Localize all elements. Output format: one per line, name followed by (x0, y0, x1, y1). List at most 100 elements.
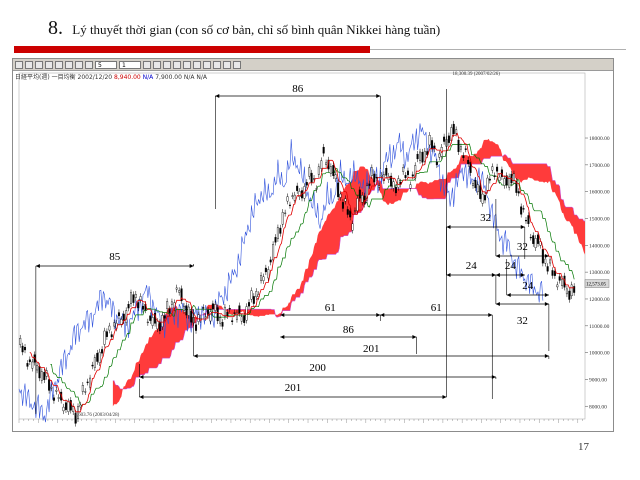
chart-toolbar: 5 1 (13, 59, 613, 71)
arrow-head-right (189, 264, 194, 268)
toolbar-button-6[interactable] (65, 60, 73, 69)
y-tick-label: 17000.00 (589, 163, 610, 169)
candle-body (180, 288, 183, 302)
candle-body (64, 402, 67, 410)
y-tick-label: 9000.00 (589, 377, 607, 383)
toolbar-button-15[interactable] (203, 60, 211, 69)
candle-body (163, 315, 166, 319)
candle-body (48, 379, 51, 391)
toolbar-button-17[interactable] (223, 60, 231, 69)
candle-body (337, 182, 340, 198)
candle-body (274, 237, 277, 243)
toolbar-button-11[interactable] (163, 60, 171, 69)
cycle-count-label: 200 (309, 362, 326, 374)
candle-body (431, 140, 434, 150)
candle-body (96, 352, 99, 362)
candle-body (474, 180, 477, 189)
toolbar-button-18[interactable] (233, 60, 241, 69)
candle-body (281, 212, 284, 225)
candle-body (532, 235, 535, 244)
toolbar-button-5[interactable] (55, 60, 63, 69)
toolbar-button-10[interactable] (153, 60, 161, 69)
toolbar-button-1[interactable] (15, 60, 23, 69)
toolbar-button-3[interactable] (35, 60, 43, 69)
candle-body (221, 322, 224, 327)
candle-body (101, 349, 104, 354)
toolbar-button-13[interactable] (183, 60, 191, 69)
candle-body (132, 294, 135, 303)
candle-body (219, 317, 222, 324)
candle-body (284, 212, 287, 214)
candle-body (19, 338, 22, 345)
candle-body (433, 145, 436, 150)
cycle-count-label: 61 (325, 302, 336, 314)
arrow-head-left (139, 375, 144, 379)
candle-body (481, 193, 484, 204)
toolbar-button-4[interactable] (45, 60, 53, 69)
candle-body (252, 296, 255, 304)
candle-body (226, 311, 229, 316)
toolbar-button-16[interactable] (213, 60, 221, 69)
candle-body (279, 227, 282, 234)
toolbar-button-2[interactable] (25, 60, 33, 69)
candle-body (110, 334, 113, 338)
cycle-count-label: 32 (517, 315, 528, 327)
last-price-box (584, 279, 610, 288)
arrow-head-left (380, 313, 385, 317)
toolbar-button-8[interactable] (85, 60, 93, 69)
arrow-head-left (139, 395, 144, 399)
candle-body (98, 351, 101, 364)
candle-body (515, 181, 518, 193)
candle-body (404, 175, 407, 178)
candle-body (67, 401, 70, 412)
candle-body (423, 150, 426, 162)
candle-body (72, 406, 75, 413)
candle-body (402, 167, 405, 172)
candle-body (55, 389, 58, 392)
candle-body (151, 317, 154, 326)
candle-body (375, 177, 378, 179)
arrow-head-right (544, 254, 549, 258)
candle-body (508, 176, 511, 188)
candle-body (38, 365, 41, 379)
candle-body (298, 191, 301, 198)
candle-body (187, 306, 190, 316)
cycle-count-label: 201 (363, 343, 380, 355)
candle-body (486, 177, 489, 191)
arrow-head-right (376, 94, 381, 98)
toolbar-button-9[interactable] (143, 60, 151, 69)
cycle-count-label: 86 (343, 324, 355, 336)
candle-body (467, 159, 470, 165)
y-tick-label: 10000.00 (589, 351, 610, 357)
candle-body (317, 166, 320, 175)
candle-body (26, 363, 29, 367)
candle-body (411, 174, 414, 177)
period-select[interactable]: 5 (95, 60, 117, 69)
y-tick-label: 14000.00 (589, 243, 610, 249)
candle-body (250, 290, 253, 300)
candle-body (329, 166, 332, 174)
scale-select[interactable]: 1 (119, 60, 141, 69)
candle-body (31, 361, 34, 369)
candle-body (457, 139, 460, 152)
candle-body (496, 166, 499, 172)
candle-body (291, 195, 294, 197)
candle-body (452, 123, 455, 135)
toolbar-button-12[interactable] (173, 60, 181, 69)
ichimoku-chart: 8000.00 9000.00 10000.00 11000.00 12000.00 13… (18, 72, 610, 427)
toolbar-button-7[interactable] (75, 60, 83, 69)
candle-body (517, 191, 520, 194)
candle-body (117, 312, 120, 317)
candle-body (419, 151, 422, 161)
candle-body (361, 195, 364, 203)
candle-body (406, 170, 409, 176)
toolbar-button-14[interactable] (193, 60, 201, 69)
candle-body (182, 305, 185, 311)
candle-body (243, 315, 246, 323)
candle-body (310, 172, 313, 183)
candle-body (50, 387, 53, 389)
candle-body (214, 304, 217, 311)
candle-body (435, 161, 438, 166)
candle-body (248, 302, 251, 307)
status-date: 2002/12/20 (77, 74, 113, 81)
